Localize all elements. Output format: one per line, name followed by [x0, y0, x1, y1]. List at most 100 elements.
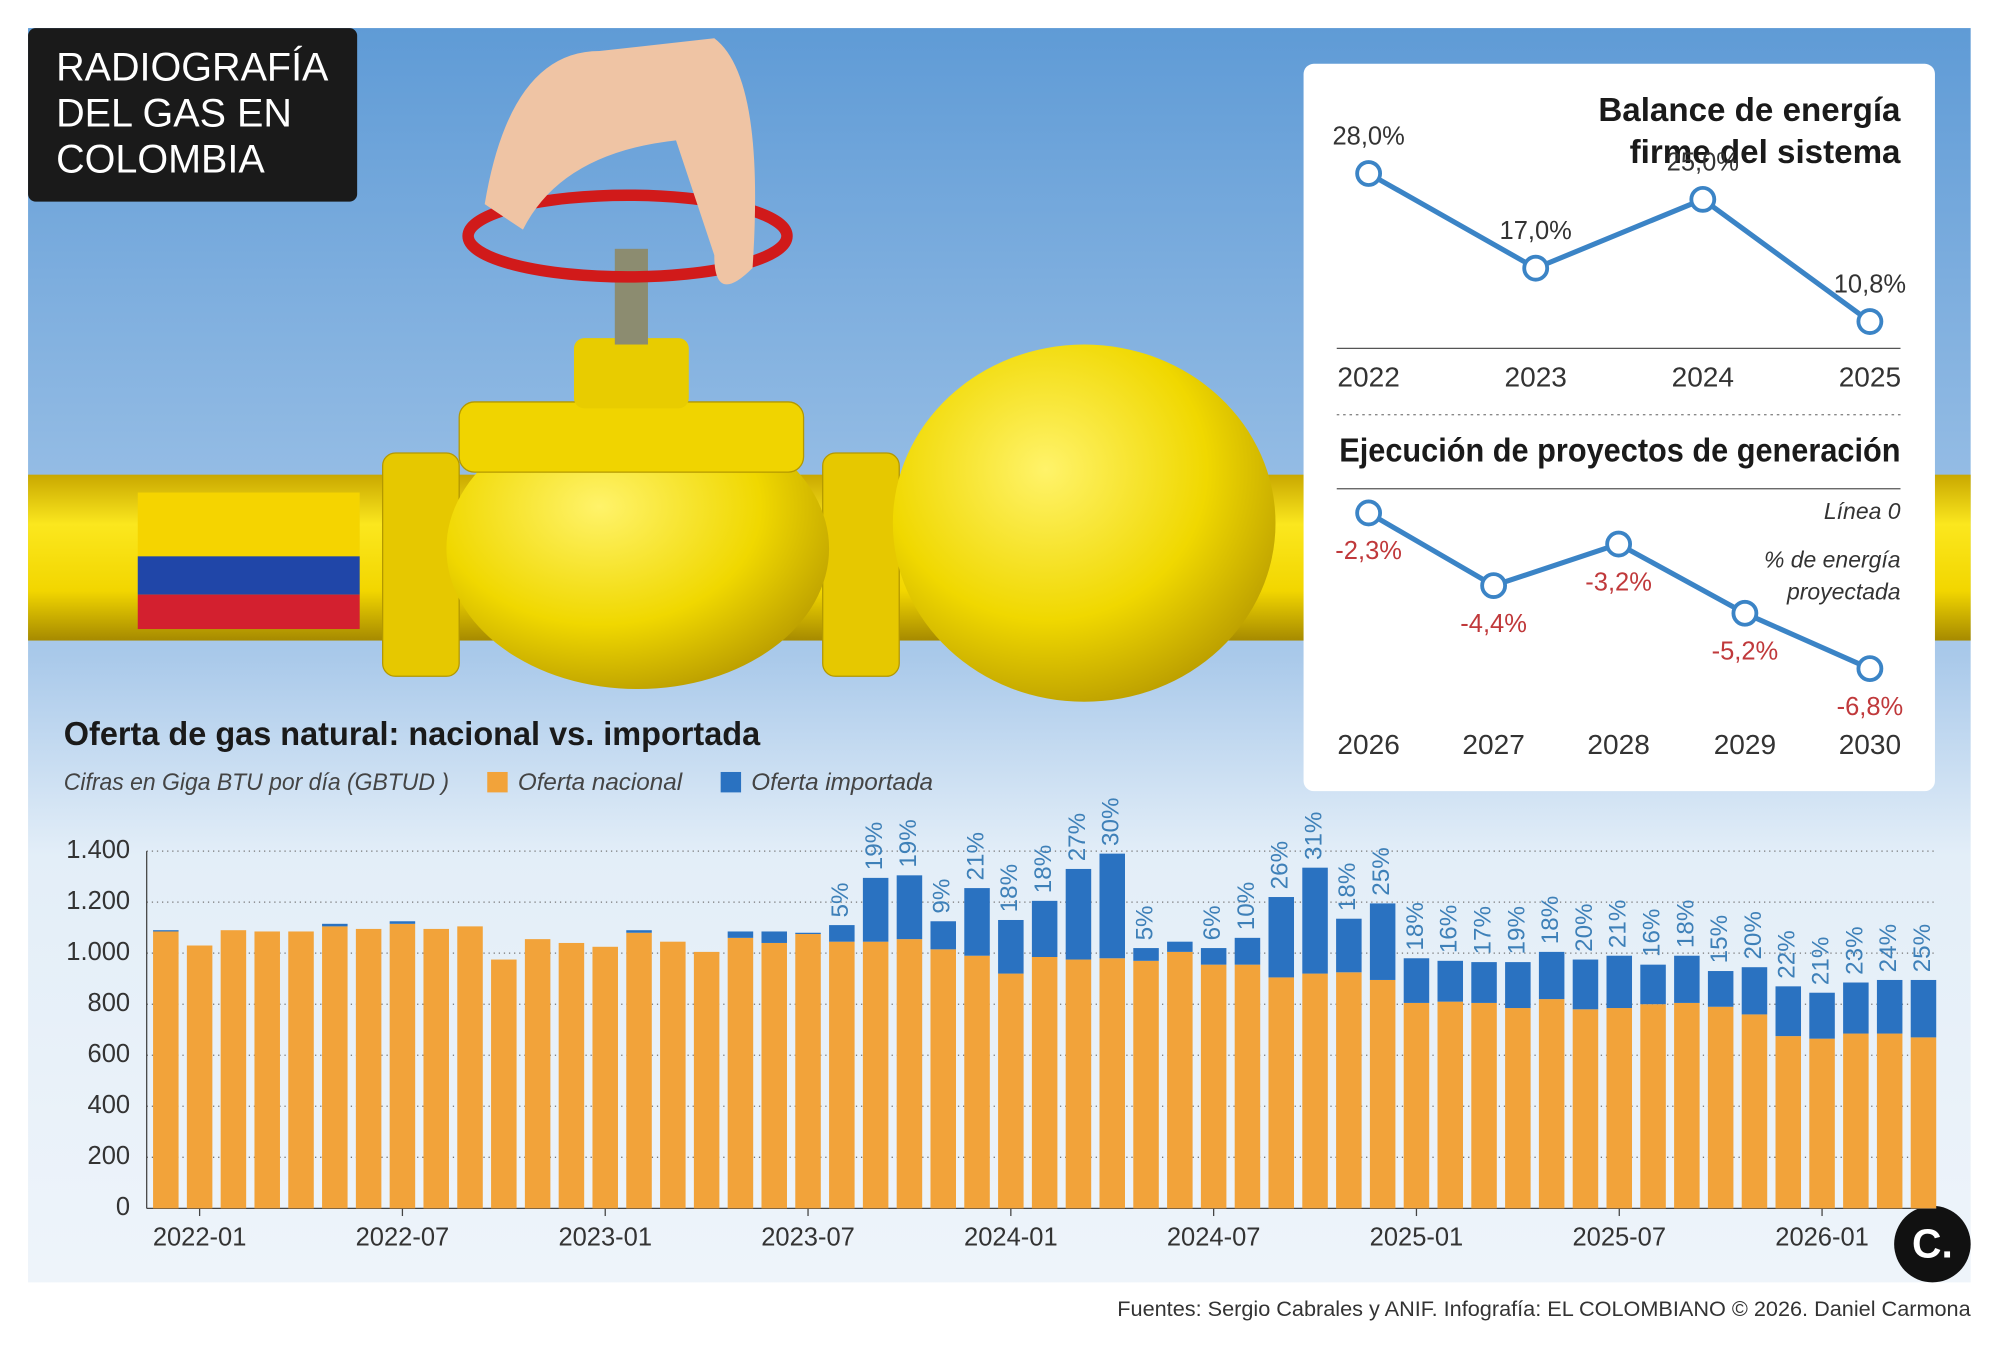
bar-segment: [1268, 977, 1295, 1209]
bar-segment: [660, 941, 686, 1209]
legend-label: Oferta importada: [751, 769, 933, 796]
bar-segment: [862, 877, 889, 942]
bar-segment: [795, 934, 821, 1209]
value-label: -4,4%: [1460, 610, 1527, 638]
bar-segment: [1505, 1008, 1531, 1209]
share-label: 18%: [1672, 900, 1699, 948]
bar-segment: [355, 928, 382, 1209]
x-tick-label: 2023-01: [558, 1224, 652, 1252]
value-label: 25,0%: [1667, 148, 1739, 176]
bar-segment: [1843, 1033, 1869, 1209]
bar-segment: [592, 946, 618, 1209]
y-tick-label: 1.400: [66, 836, 130, 864]
share-label: 15%: [1706, 915, 1733, 963]
share-label: 26%: [1267, 841, 1294, 889]
share-label: 30%: [1098, 797, 1125, 845]
bar-segment: [220, 930, 247, 1209]
bar-segment: [1538, 951, 1565, 1000]
x-tick-label: 2026-01: [1775, 1224, 1869, 1252]
bar-segment: [1031, 956, 1058, 1209]
share-label: 10%: [1233, 882, 1260, 930]
y-tick-label: 200: [88, 1142, 131, 1170]
share-label: 6%: [1199, 905, 1226, 940]
line: [1367, 171, 1872, 324]
bar-segment: [1707, 971, 1734, 1007]
share-label: 19%: [895, 819, 922, 867]
bar-segment: [457, 926, 483, 1209]
share-label: 18%: [1402, 902, 1429, 950]
share-label: 19%: [861, 822, 888, 870]
bar-segment: [1572, 959, 1599, 1010]
bar-segment: [1167, 951, 1193, 1209]
value-label: 17,0%: [1500, 217, 1572, 245]
share-label: 31%: [1300, 812, 1327, 860]
x-tick-label: 2025-07: [1572, 1224, 1666, 1252]
bar-segment: [524, 939, 551, 1209]
bar-segment: [1369, 903, 1396, 980]
point: [1856, 655, 1884, 683]
bar-segment: [153, 930, 179, 932]
bar-segment: [1065, 959, 1092, 1209]
bar-segment: [1471, 962, 1497, 1003]
y-tick-label: 1.000: [66, 938, 130, 966]
bar-segment: [1437, 1001, 1464, 1209]
bar-segment: [1775, 986, 1802, 1037]
logo: C.: [1912, 1220, 1953, 1266]
point: [1689, 185, 1717, 213]
note: % de energía: [1764, 546, 1901, 572]
point: [1522, 254, 1550, 282]
share-label: 25%: [1368, 847, 1395, 895]
bar-segment: [896, 939, 923, 1209]
bar-segment: [964, 888, 990, 956]
bar-segment: [1167, 941, 1193, 952]
share-label: 17%: [1469, 906, 1496, 954]
chart-title: Ejecución de proyectos de generación: [1339, 433, 1900, 470]
bar-segment: [322, 923, 348, 927]
chart-title: firme del sistema: [1630, 134, 1901, 171]
inset-panel: [1303, 63, 1935, 792]
x-tick-label: 2024: [1672, 361, 1734, 392]
share-label: 5%: [1131, 905, 1158, 940]
y-tick-label: 600: [88, 1040, 131, 1068]
bar-segment: [1606, 955, 1633, 1009]
bar-segment: [1843, 982, 1869, 1034]
x-tick-label: 2022: [1337, 361, 1399, 392]
share-label: 18%: [1537, 896, 1564, 944]
share-label: 21%: [1807, 937, 1834, 985]
point: [1605, 530, 1633, 558]
value-label: 28,0%: [1332, 123, 1404, 151]
x-tick-label: 2027: [1462, 729, 1524, 760]
bar-segment: [1572, 1009, 1599, 1209]
chart-subtitle: Cifras en Giga BTU por día (GBTUD ): [64, 769, 449, 796]
value-label: -2,3%: [1335, 537, 1402, 565]
bar-segment: [1674, 955, 1700, 1003]
share-label: 22%: [1774, 930, 1801, 978]
share-label: 9%: [929, 879, 956, 914]
x-tick-label: 2030: [1839, 729, 1901, 760]
share-label: 23%: [1841, 926, 1868, 974]
x-tick-label: 2025-01: [1370, 1224, 1464, 1252]
bar-segment: [254, 931, 280, 1209]
bar-segment: [1268, 897, 1295, 978]
value-label: -3,2%: [1585, 568, 1652, 596]
bar-segment: [1234, 937, 1261, 965]
bar-segment: [1741, 1014, 1768, 1209]
y-tick-label: 1.200: [66, 887, 130, 915]
bar-segment: [693, 951, 720, 1209]
headline: RADIOGRAFÍA: [56, 46, 329, 90]
bar-segment: [1031, 900, 1058, 957]
bar-segment: [1606, 1008, 1633, 1209]
bar-segment: [153, 931, 179, 1209]
bar-segment: [727, 937, 754, 1209]
bar-segment: [1910, 1037, 1937, 1209]
legend-label: Oferta nacional: [518, 769, 683, 796]
x-tick-label: 2024-01: [964, 1224, 1058, 1252]
share-label: 25%: [1909, 924, 1936, 972]
bar-segment: [1505, 962, 1531, 1009]
bar-segment: [930, 949, 956, 1209]
share-label: 20%: [1740, 911, 1767, 959]
annotation: Línea 0: [1824, 498, 1901, 524]
share-label: 18%: [1030, 845, 1057, 893]
bar-segment: [558, 942, 585, 1209]
bar-segment: [491, 959, 517, 1209]
